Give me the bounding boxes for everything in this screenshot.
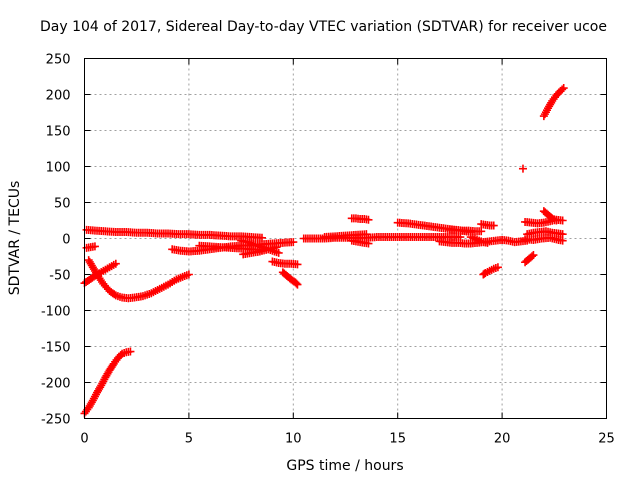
y-axis-label: SDTVAR / TECUs — [7, 181, 23, 296]
data-point — [362, 230, 371, 239]
data-point — [477, 227, 486, 236]
data-point — [292, 279, 301, 288]
data-series-arc-19 — [466, 233, 492, 247]
data-point — [90, 242, 99, 251]
data-series-arc-3 — [84, 256, 193, 303]
y-tick-label: 0 — [62, 233, 70, 248]
y-tick-labels: -250 -200 -150 -100 -50 0 50 100 150 200 250 — [41, 53, 71, 428]
data-point — [552, 216, 561, 225]
data-point — [558, 85, 567, 94]
x-tick-label: 5 — [185, 432, 193, 447]
data-point — [293, 260, 302, 269]
data-series-arc-7 — [195, 241, 266, 255]
data-point — [289, 238, 298, 247]
data-series-arc-29 — [539, 84, 568, 121]
x-tick-label: 15 — [389, 432, 406, 447]
data-point — [126, 347, 135, 356]
data-point — [293, 280, 302, 289]
data-series-arc-4 — [82, 242, 99, 252]
y-tick-label: 100 — [46, 161, 71, 176]
data-point — [364, 215, 373, 224]
data-series-arc-25 — [521, 215, 567, 228]
data-points — [80, 84, 568, 418]
data-series-arc-21 — [479, 263, 502, 279]
data-series-arc-11 — [278, 268, 302, 289]
y-tick-label: 150 — [46, 125, 71, 140]
y-tick-label: -250 — [41, 413, 71, 428]
data-series-arc-24 — [518, 164, 527, 173]
data-point — [364, 239, 373, 248]
plot-frame — [84, 58, 607, 419]
y-tick-label: -100 — [41, 305, 71, 320]
data-series-arc-10 — [268, 257, 302, 269]
y-tick-label: 50 — [54, 197, 71, 212]
x-tick-label: 0 — [80, 432, 88, 447]
chart-title: Day 104 of 2017, Sidereal Day-to-day VTE… — [40, 19, 607, 35]
data-point — [558, 236, 567, 245]
data-series-arc-27 — [521, 233, 567, 245]
data-point — [110, 290, 119, 299]
x-tick-label: 10 — [285, 432, 302, 447]
data-point — [529, 251, 538, 260]
data-point — [111, 259, 120, 268]
y-tick-label: 250 — [46, 53, 71, 68]
data-point — [518, 164, 527, 173]
data-point — [483, 238, 492, 247]
data-point — [184, 270, 193, 279]
data-series-arc-23 — [521, 251, 538, 267]
y-tick-label: 200 — [46, 89, 71, 104]
data-series-arc-9 — [239, 243, 281, 259]
data-point — [489, 221, 498, 230]
data-series-arc-14 — [347, 236, 373, 248]
y-tick-label: -150 — [41, 341, 71, 356]
data-series-arc-20 — [477, 220, 498, 230]
data-series-arc-22 — [498, 235, 532, 247]
data-series-arc-28 — [539, 207, 561, 225]
y-tick-label: -50 — [49, 269, 70, 284]
data-series-arc-5 — [82, 225, 266, 242]
data-series-arc-1 — [80, 347, 135, 418]
data-series-arc-15 — [347, 214, 373, 224]
x-tick-labels: 0 5 10 15 20 25 — [80, 432, 614, 447]
data-point — [559, 84, 568, 93]
x-tick-label: 20 — [494, 432, 511, 447]
x-tick-label: 25 — [598, 432, 615, 447]
data-point — [274, 248, 283, 257]
data-point — [493, 263, 502, 272]
y-tick-label: -200 — [41, 377, 71, 392]
data-point — [528, 252, 537, 261]
x-axis-label: GPS time / hours — [286, 458, 403, 474]
data-point — [272, 243, 281, 252]
